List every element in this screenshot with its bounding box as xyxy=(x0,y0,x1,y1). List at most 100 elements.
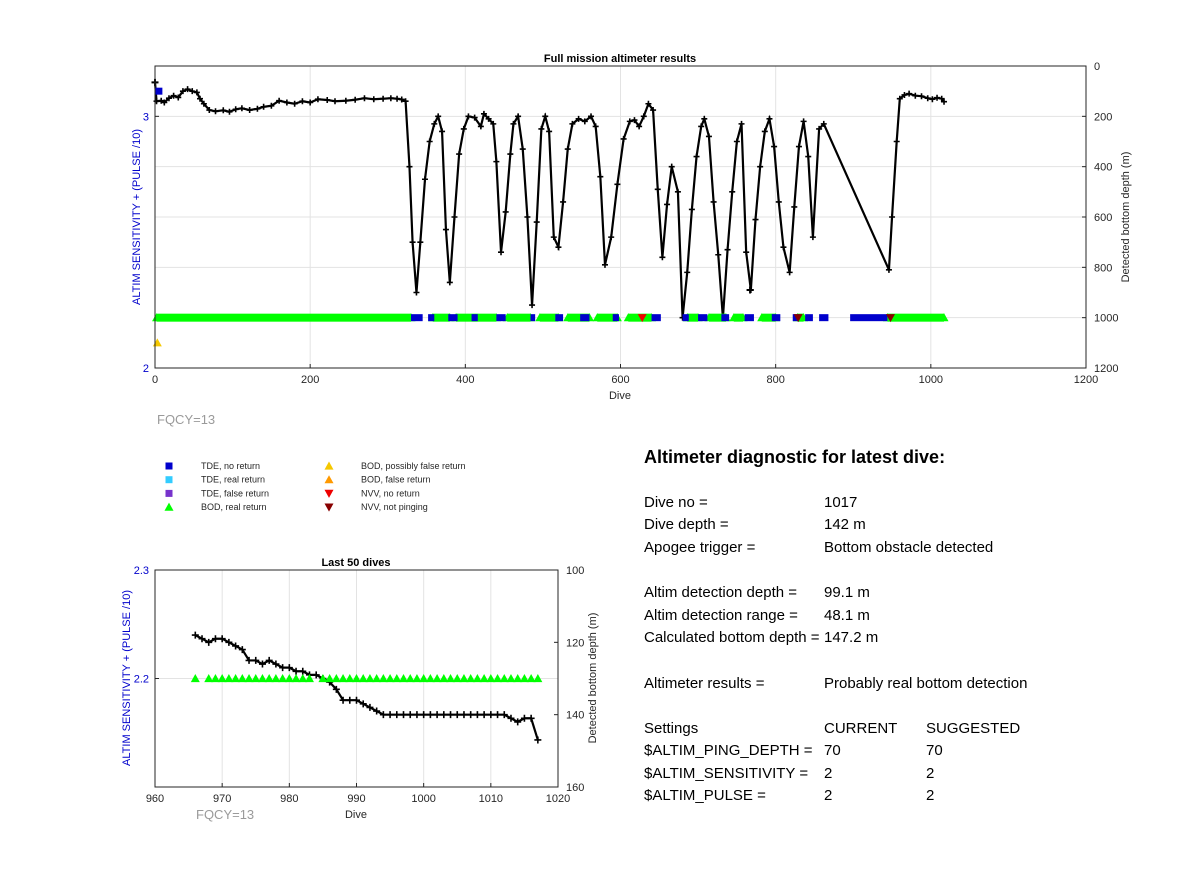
legend-marker-tde-real-return xyxy=(165,476,173,484)
y-left-tick-label: 3 xyxy=(143,111,149,123)
depth-point xyxy=(373,707,381,715)
bod-real-return-band xyxy=(597,313,618,322)
depth-point xyxy=(258,660,266,668)
tde-no-return-band xyxy=(496,314,506,322)
bod-real-return-marker xyxy=(419,674,429,683)
bottom-chart-title: Last 50 dives xyxy=(321,557,390,569)
setting-suggested-ping-depth: 70 xyxy=(926,742,943,759)
setting-label-ping-depth: $ALTIM_PING_DEPTH = xyxy=(644,742,813,759)
bod-real-return-band xyxy=(432,313,450,322)
bod-real-return-marker xyxy=(385,674,395,683)
y-right-tick-label: 0 xyxy=(1094,61,1100,73)
bod-real-return-marker xyxy=(372,674,382,683)
depth-point xyxy=(265,656,273,664)
top-y-right-axis-label: Detected bottom depth (m) xyxy=(1120,152,1132,283)
bod-real-return-marker xyxy=(405,674,415,683)
bottom-y-left-axis-label: ALTIM SENSITIVITY + (PULSE /10) xyxy=(121,590,133,766)
bod-real-return-band xyxy=(733,313,744,322)
bod-real-return-marker xyxy=(204,674,214,683)
bod-real-return-band xyxy=(708,313,727,322)
diag-value-altimeter-results: Probably real bottom detection xyxy=(824,675,1027,692)
depth-point xyxy=(245,656,253,664)
tde-no-return-band xyxy=(651,314,661,322)
setting-suggested-pulse: 2 xyxy=(926,787,934,804)
depth-point xyxy=(420,711,428,719)
depth-point xyxy=(299,667,307,675)
bod-real-return-marker xyxy=(757,313,767,322)
depth-point xyxy=(211,635,219,643)
depth-point xyxy=(467,711,475,719)
bod-real-return-marker xyxy=(939,313,949,322)
full-mission-chart: 0 200 400 600 800 1000 1200 0 200 400 600 800 1000 12… xyxy=(131,53,1132,427)
bod-real-return-marker xyxy=(729,313,739,322)
y-right-tick-label: 160 xyxy=(566,782,584,794)
depth-point xyxy=(332,685,340,693)
bod-real-return-marker xyxy=(506,674,516,683)
x-tick-label: 200 xyxy=(301,374,319,386)
bod-real-return-marker xyxy=(231,674,241,683)
depth-point xyxy=(225,638,233,646)
bod-real-return-marker xyxy=(352,674,361,683)
bod-real-return-marker xyxy=(535,313,545,322)
depth-point xyxy=(279,664,287,672)
depth-point xyxy=(366,703,374,711)
bod-real-return-marker xyxy=(224,674,234,683)
bod-real-return-marker xyxy=(412,674,422,683)
depth-point xyxy=(232,642,240,650)
depth-point xyxy=(393,711,401,719)
bod-real-return-marker xyxy=(533,674,543,683)
diag-label-altim-detection-range: Altim detection range = xyxy=(644,607,798,624)
tde-marker xyxy=(155,87,163,95)
x-tick-label: 980 xyxy=(280,793,298,805)
legend-marker-bod-real-return xyxy=(164,502,174,511)
bod-real-return-band xyxy=(156,313,412,322)
depth-point xyxy=(507,714,515,722)
setting-label-pulse: $ALTIM_PULSE = xyxy=(644,787,766,804)
depth-point xyxy=(487,711,495,719)
bod-real-return-marker xyxy=(493,674,503,683)
legend-label-tde-real-return: TDE, real return xyxy=(201,475,265,485)
bod-real-return-marker xyxy=(499,674,509,683)
y-right-tick-label: 1200 xyxy=(1094,363,1118,375)
depth-series-line xyxy=(153,82,945,318)
depth-point xyxy=(426,711,434,719)
diag-value-dive-no: 1017 xyxy=(824,494,857,511)
bod-real-return-marker xyxy=(486,674,496,683)
legend-label-bod-false-return: BOD, false return xyxy=(361,475,431,485)
bod-real-return-marker xyxy=(365,674,375,683)
legend: TDE, no return TDE, real return TDE, false… xyxy=(164,461,466,512)
x-tick-label: 1200 xyxy=(1074,374,1098,386)
x-tick-label: 960 xyxy=(146,793,164,805)
depth-point xyxy=(285,664,293,672)
x-tick-label: 600 xyxy=(611,374,629,386)
depth-point xyxy=(198,635,206,643)
x-tick-label: 1000 xyxy=(411,793,435,805)
depth-point xyxy=(238,646,246,654)
diagnostic-title: Altimeter diagnostic for latest dive: xyxy=(644,447,945,467)
tde-no-return-band xyxy=(580,314,590,322)
tde-no-return-band xyxy=(411,314,423,322)
depth-point xyxy=(514,718,522,726)
bod-real-return-marker xyxy=(345,674,355,683)
legend-marker-bod-possibly-false-return xyxy=(324,461,334,470)
diag-value-altim-detection-range: 48.1 m xyxy=(824,607,870,624)
x-tick-label: 1010 xyxy=(479,793,503,805)
bod-real-return-marker xyxy=(278,674,288,683)
diag-label-dive-no: Dive no = xyxy=(644,494,708,511)
legend-marker-tde-false-return xyxy=(165,489,173,497)
bottom-x-axis-label: Dive xyxy=(345,809,367,821)
bod-real-return-marker xyxy=(392,674,402,683)
settings-header-label: Settings xyxy=(644,720,698,737)
tde-no-return-band xyxy=(555,314,564,322)
top-chart-title: Full mission altimeter results xyxy=(544,53,696,65)
bod-real-return-marker xyxy=(284,674,294,683)
bod-real-return-marker xyxy=(439,674,449,683)
bod-real-return-marker xyxy=(251,674,261,683)
top-ticks: 0 200 400 600 800 1000 1200 0 200 400 600 800 1000 12… xyxy=(143,61,1119,386)
y-right-tick-label: 120 xyxy=(566,637,584,649)
depth-point xyxy=(252,656,260,664)
tde-no-return-band xyxy=(819,314,829,322)
depth-point xyxy=(379,711,387,719)
bod-real-return-marker xyxy=(472,674,482,683)
